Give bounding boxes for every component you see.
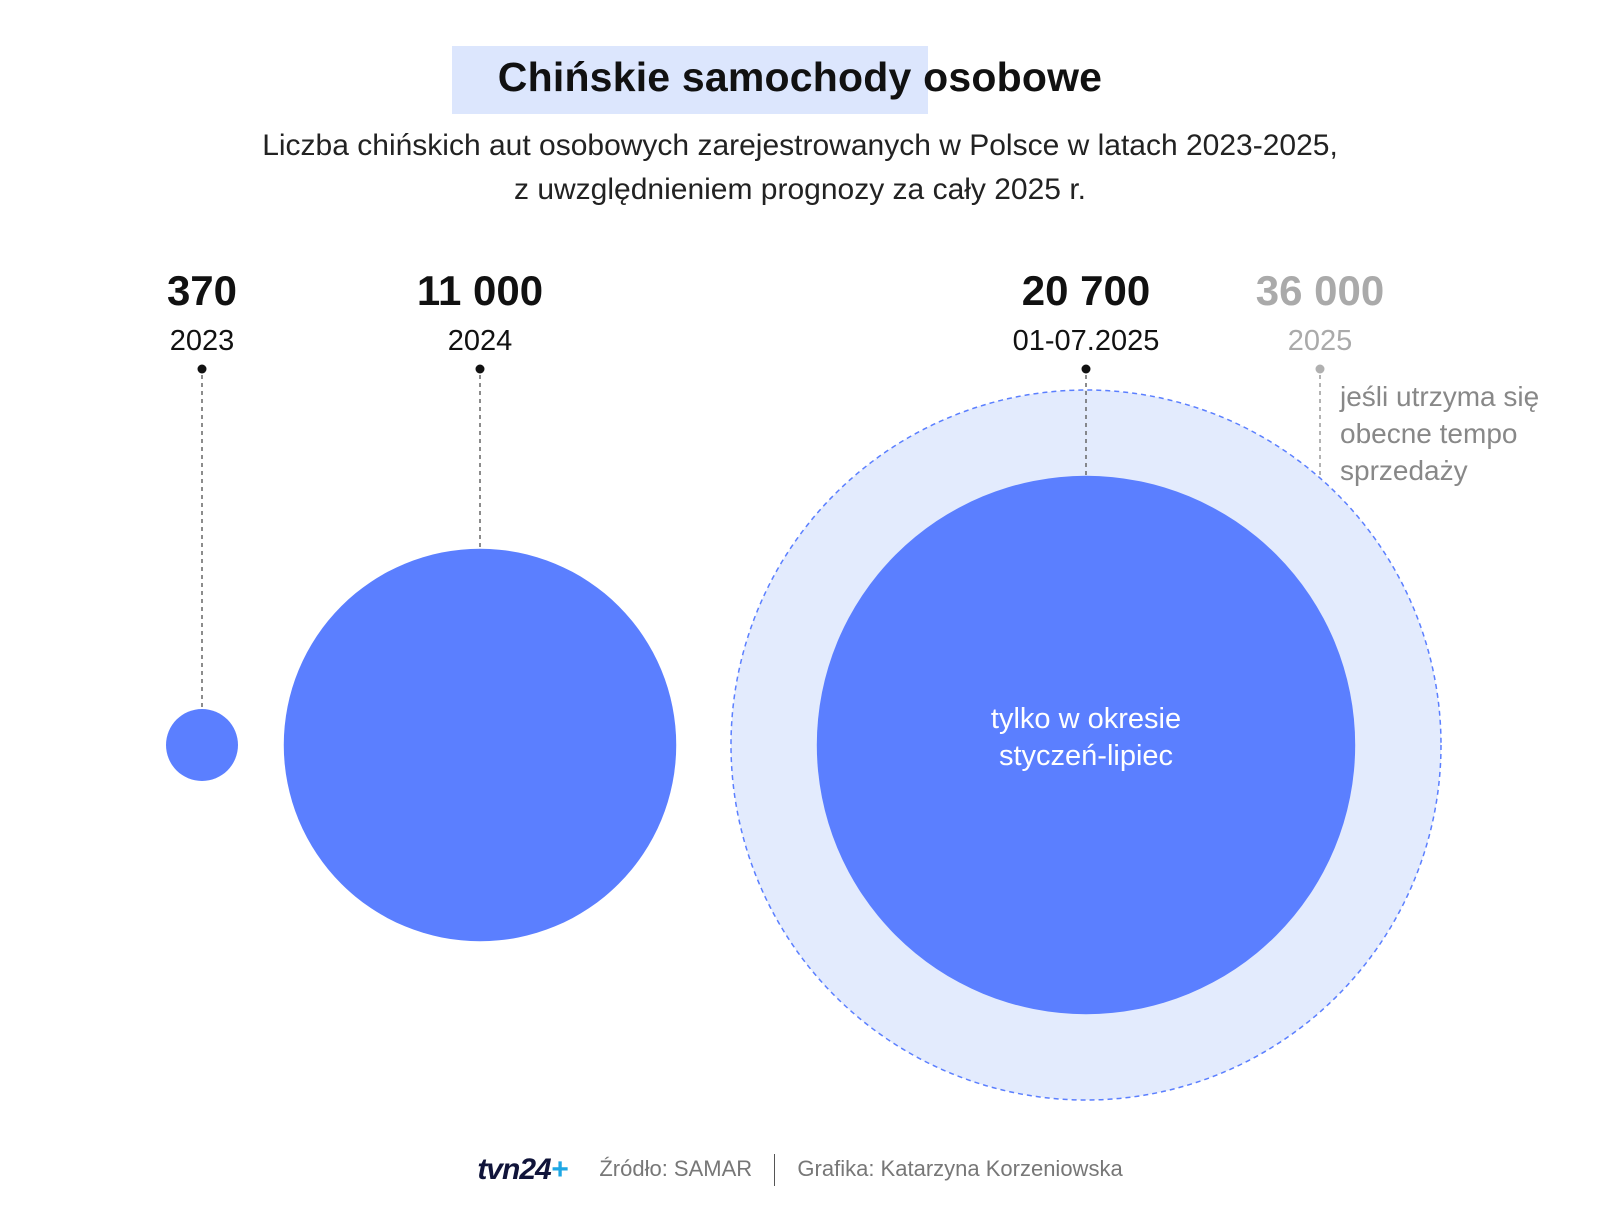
chart-title: Chińskie samochody osobowe — [497, 54, 1103, 100]
subtitle-line-1: Liczba chińskich aut osobowych zarejestr… — [262, 129, 1338, 162]
bubble-note-line-1: tylko w okresie — [991, 703, 1181, 735]
leader-dot-3 — [1315, 364, 1325, 374]
leader-dot-2 — [1081, 364, 1091, 374]
tvn24-logo: tvn24+ — [477, 1153, 568, 1186]
period-label-0: 2023 — [170, 325, 235, 357]
leader-dot-1 — [475, 364, 485, 374]
value-label-1: 11 000 — [417, 267, 543, 314]
forecast-note-line-3: sprzedaży — [1340, 455, 1468, 486]
credit-text: Grafika: Katarzyna Korzeniowska — [797, 1156, 1123, 1181]
value-label-0: 370 — [167, 267, 237, 314]
period-label-1: 2024 — [448, 325, 513, 357]
subtitle-line-2: z uwzględnieniem prognozy za cały 2025 r… — [514, 173, 1086, 206]
bubble-2023 — [166, 709, 238, 781]
forecast-note-line-2: obecne tempo — [1340, 418, 1517, 449]
leader-dot-0 — [197, 364, 207, 374]
value-label-3: 36 000 — [1256, 267, 1384, 314]
period-label-2: 01-07.2025 — [1013, 325, 1160, 357]
bubble-2024 — [283, 548, 677, 942]
bubble-01-07.2025 — [816, 475, 1356, 1015]
value-label-2: 20 700 — [1022, 267, 1150, 314]
footer: tvn24+ Źródło: SAMAR Grafika: Katarzyna … — [0, 1153, 1600, 1187]
chart-subtitle: Liczba chińskich aut osobowych zarejestr… — [0, 124, 1600, 212]
source-text: Źródło: SAMAR — [599, 1156, 753, 1181]
period-label-3: 2025 — [1288, 325, 1353, 357]
footer-divider — [774, 1154, 776, 1187]
title-highlight — [452, 46, 928, 114]
bubble-note-line-2: styczeń-lipiec — [999, 740, 1173, 772]
forecast-note-line-1: jeśli utrzyma się — [1339, 381, 1539, 412]
